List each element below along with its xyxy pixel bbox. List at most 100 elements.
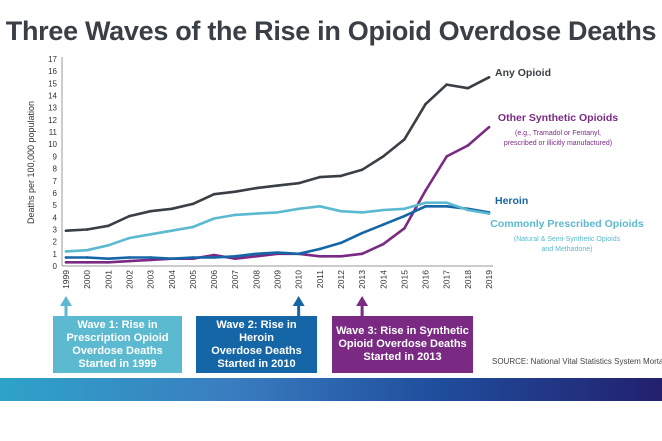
y-tick-label: 8 [53, 165, 58, 174]
data-point-other-synthetic-opioids [212, 253, 216, 257]
x-tick-label: 2012 [336, 270, 346, 289]
data-point-other-synthetic-opioids [128, 259, 131, 263]
data-point-commonly-prescribed-opioids [424, 201, 427, 204]
data-point-other-synthetic-opioids [64, 261, 68, 264]
wave-3-line-2: Opioid Overdose Deaths [338, 338, 467, 350]
data-point-commonly-prescribed-opioids [191, 225, 195, 229]
data-point-other-synthetic-opioids [403, 226, 406, 230]
data-point-heroin [360, 231, 364, 235]
series-line-other-synthetic-opioids [64, 125, 491, 264]
x-tick-label: 2000 [82, 270, 92, 289]
series-note-other-synthetic-opioids: (e.g., Tramadol or Fentanyl, [515, 130, 601, 137]
data-point-heroin [233, 254, 237, 258]
data-point-commonly-prescribed-opioids [360, 211, 364, 214]
data-point-other-synthetic-opioids [424, 189, 427, 192]
x-tick-label: 2018 [463, 270, 473, 289]
data-point-commonly-prescribed-opioids [107, 244, 110, 247]
data-point-other-synthetic-opioids [487, 125, 491, 129]
data-point-commonly-prescribed-opioids [255, 212, 258, 215]
data-point-heroin [149, 256, 152, 259]
series-note-commonly-prescribed-opioids: (Natural & Semi-Synthetic Opioids [514, 236, 621, 243]
data-point-other-synthetic-opioids [445, 155, 449, 158]
data-point-any-opioid [403, 138, 406, 141]
data-point-other-synthetic-opioids [85, 261, 89, 264]
y-tick-label: 4 [53, 213, 58, 222]
data-point-commonly-prescribed-opioids [381, 208, 385, 212]
x-tick-label: 2007 [230, 270, 240, 289]
wave-3-line-1: Wave 3: Rise in Synthetic [336, 325, 469, 337]
data-point-commonly-prescribed-opioids [466, 208, 470, 212]
y-tick-label: 17 [48, 55, 57, 64]
x-tick-label: 2019 [484, 270, 494, 289]
y-tick-label: 13 [48, 104, 57, 113]
decorative-gradient-bar [0, 378, 662, 401]
y-tick-label: 10 [48, 140, 57, 149]
x-tick-label: 2005 [188, 270, 198, 289]
data-point-commonly-prescribed-opioids [318, 205, 322, 208]
data-point-commonly-prescribed-opioids [403, 207, 406, 211]
x-tick-label: 2010 [294, 270, 304, 289]
data-point-any-opioid [360, 168, 364, 172]
y-tick-label: 6 [53, 189, 58, 198]
data-point-any-opioid [85, 228, 89, 231]
data-point-heroin [381, 223, 385, 226]
data-point-any-opioid [381, 155, 385, 158]
y-tick-label: 9 [53, 152, 58, 161]
data-point-commonly-prescribed-opioids [445, 201, 449, 204]
wave-1-box: Wave 1: Rise in Prescription Opioid Over… [53, 316, 182, 373]
wave-3-box: Wave 3: Rise in Synthetic Opioid Overdos… [332, 316, 473, 373]
wave-2-arrow-head [292, 296, 305, 306]
data-point-other-synthetic-opioids [466, 144, 470, 147]
wave-1-arrow-head [60, 296, 72, 306]
x-tick-label: 2009 [273, 270, 283, 289]
data-point-any-opioid [107, 224, 110, 228]
data-point-commonly-prescribed-opioids [149, 233, 152, 236]
data-point-other-synthetic-opioids [360, 252, 364, 256]
data-point-other-synthetic-opioids [381, 242, 385, 246]
data-point-any-opioid [339, 174, 343, 178]
data-point-commonly-prescribed-opioids [233, 213, 237, 217]
data-point-heroin [85, 256, 89, 259]
data-point-commonly-prescribed-opioids [487, 212, 491, 215]
data-point-heroin [212, 256, 216, 259]
wave-2-line-2: Overdose Deaths [211, 344, 302, 357]
x-tick-label: 2016 [421, 270, 431, 289]
data-point-any-opioid [233, 190, 237, 194]
y-tick-label: 12 [48, 116, 57, 125]
data-point-any-opioid [212, 192, 216, 196]
data-point-any-opioid [466, 86, 470, 90]
data-point-any-opioid [487, 75, 491, 79]
series-note-commonly-prescribed-opioids: and Methadone) [542, 246, 593, 253]
data-point-heroin [170, 257, 174, 260]
y-tick-label: 11 [49, 128, 58, 137]
y-tick-label: 1 [53, 250, 58, 259]
data-point-commonly-prescribed-opioids [339, 209, 343, 213]
data-point-heroin [255, 252, 258, 256]
x-tick-label: 2008 [251, 270, 261, 289]
y-tick-label: 16 [48, 67, 57, 76]
data-point-any-opioid [255, 186, 258, 190]
x-tick-label: 2013 [357, 270, 367, 289]
wave-1-line-1: Wave 1: Rise in [77, 318, 158, 331]
x-tick-label: 2002 [124, 270, 134, 289]
wave-1-line-2: Prescription Opioid [66, 331, 169, 344]
data-point-other-synthetic-opioids [107, 261, 110, 264]
y-tick-label: 7 [53, 177, 58, 186]
y-tick-label: 15 [48, 79, 57, 88]
wave-2-line-1: Wave 2: Rise in Heroin [216, 318, 297, 344]
data-point-commonly-prescribed-opioids [64, 250, 68, 253]
y-axis-label: Deaths per 100,000 population [26, 101, 36, 224]
series-label-other-synthetic-opioids: Other Synthetic Opioids [498, 112, 618, 124]
data-point-commonly-prescribed-opioids [85, 248, 89, 252]
data-point-any-opioid [170, 207, 174, 211]
data-point-any-opioid [149, 209, 152, 213]
x-tick-label: 2017 [442, 270, 452, 289]
wave-2-line-3: Started in 2010 [217, 357, 296, 370]
series-note-other-synthetic-opioids: prescribed or illicitly manufactured) [504, 140, 612, 147]
series-line-commonly-prescribed-opioids [64, 201, 491, 253]
chart-title: Three Waves of the Rise in Opioid Overdo… [5, 16, 657, 46]
data-point-heroin [318, 247, 322, 251]
data-point-commonly-prescribed-opioids [170, 229, 174, 232]
data-point-any-opioid [424, 102, 427, 106]
data-point-any-opioid [191, 202, 195, 206]
